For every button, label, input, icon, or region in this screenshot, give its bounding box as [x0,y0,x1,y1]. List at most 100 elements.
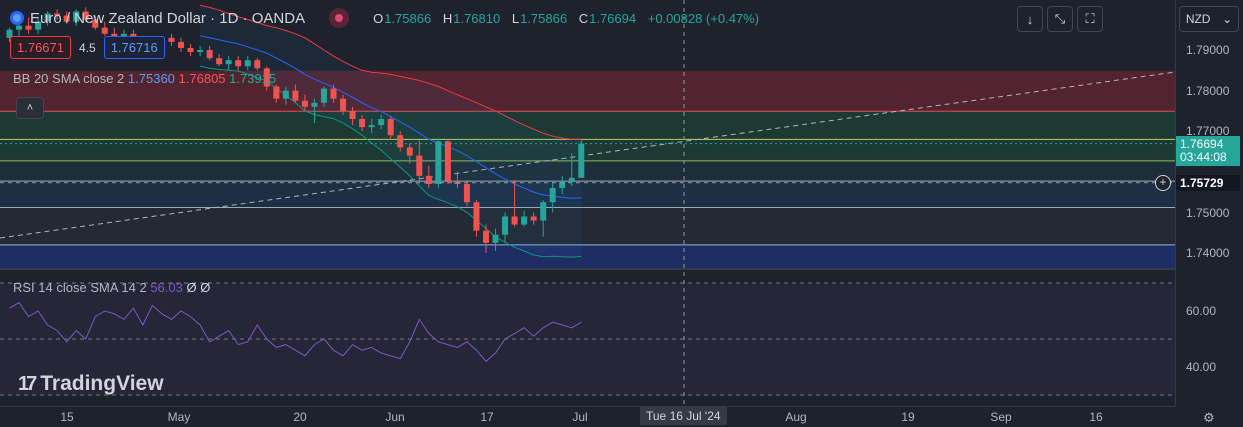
candle [178,37,185,53]
candle-body [444,141,451,182]
symbol-title[interactable]: Euro / New Zealand Dollar · 1D · OANDA [30,9,306,27]
scroll-down-button[interactable]: ↓ [1017,6,1043,32]
candle-body [359,119,366,128]
rsi-legend[interactable]: RSI 14 close SMA 14 2 56.03 Ø Ø [13,280,210,295]
candle [216,54,223,67]
buy-button[interactable]: 1.76716 [103,36,165,59]
time-tick: Jun [385,410,405,424]
candle-body [502,216,509,235]
candle-body [340,98,347,111]
settings-gear-icon[interactable]: ⚙ [1203,410,1215,425]
candle-body [25,25,32,30]
time-tick: Aug [785,410,807,424]
symbol-flag-icon [10,11,24,25]
price-tick: 1.75000 [1186,206,1230,220]
candle [540,200,547,237]
tradingview-wordmark: TradingView [40,372,164,395]
candle-body [511,216,518,225]
rsi-tick: 40.00 [1186,360,1217,374]
fullscreen-button[interactable]: ⛶ [1077,6,1103,32]
candle [502,212,509,243]
price-tick: 1.77000 [1186,124,1230,138]
rsi-tick: 60.00 [1186,304,1217,318]
bb-upper-line [199,4,582,140]
candle-body [101,27,108,34]
candle [206,45,213,61]
rsi-value: 56.03 [150,280,183,295]
candle [559,175,566,195]
demand-zone [0,244,1175,268]
candle [473,200,480,237]
candle [549,181,556,213]
candle-body [578,143,585,178]
candle-body [82,11,89,20]
chart-pane[interactable]: Euro / New Zealand Dollar · 1D · OANDA O… [0,0,1175,406]
candle [578,138,585,178]
candle-body [44,13,51,22]
candle [301,94,308,111]
rsi-extra-2: Ø [200,280,211,295]
candle [35,17,42,34]
price-tick: 1.79000 [1186,43,1230,57]
time-tick: Sep [990,410,1012,424]
tradingview-mark-icon: 17 [18,372,37,395]
market-status-icon[interactable] [329,8,350,28]
bb-legend[interactable]: BB 20 SMA close 2 1.75360 1.76805 1.7391… [13,71,276,86]
candle [416,139,423,182]
candle [292,84,299,103]
candle [225,56,232,71]
symbol-legend: Euro / New Zealand Dollar · 1D · OANDA O… [10,8,767,28]
arrow-down-icon: ↓ [1026,11,1034,27]
candle [263,66,270,91]
add-alert-plus-icon[interactable]: + [1155,175,1171,191]
collapse-legend-button[interactable]: ˄ [16,97,44,119]
candle [244,56,251,71]
blue-zone [0,181,1175,208]
candle-body [387,119,394,136]
candle-body [397,135,404,148]
candle [492,228,499,251]
collapse-button[interactable]: ⤡ [1047,6,1073,32]
high-key: H [442,10,453,26]
currency-select[interactable]: NZD ⌄ [1179,6,1239,32]
price-axis[interactable] [1175,0,1243,406]
candle [187,43,194,57]
ohlc-values: O1.75866 H1.76810 L1.75866 C1.76694 +0.0… [373,11,767,26]
candle-body [320,88,327,103]
candle [340,94,347,115]
green-zone [0,111,1175,161]
candle-body [311,102,318,107]
candle [530,212,537,225]
candle [368,119,375,134]
chart-toolbar: ↓ ⤡ ⛶ [1017,6,1103,32]
candle-body [540,202,547,221]
bb-upper-value: 1.76805 [178,71,226,86]
price-chart-svg[interactable] [0,0,1175,406]
candle-body [244,60,251,67]
collapse-icon: ⤡ [1054,11,1066,26]
tradingview-logo[interactable]: 17 TradingView [18,372,164,396]
sell-button[interactable]: 1.76671 [10,36,71,59]
time-tick: May [167,410,191,424]
candle [54,9,61,20]
time-tick: Jul [572,410,588,424]
candle [311,98,318,124]
candle-body [559,181,566,189]
candle [235,56,242,71]
candle [378,114,385,130]
candle [511,179,518,227]
candle [197,45,204,57]
bb-lower-value: 1.73915 [229,71,277,86]
candle-body [120,33,127,38]
bb-name: BB 20 SMA close 2 [13,71,125,86]
rsi-pane-background [0,270,1175,406]
candle-body [168,37,175,42]
candle [282,86,289,105]
candle [82,7,89,22]
candle-body [368,125,375,128]
candle-body [530,216,537,221]
price-tick: 1.78000 [1186,84,1230,98]
time-axis[interactable] [0,406,1175,427]
time-tick: 20 [293,410,307,424]
candle [406,143,413,164]
